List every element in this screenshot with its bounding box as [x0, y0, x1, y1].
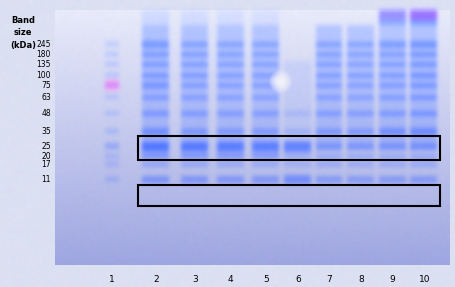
Text: 11: 11 — [41, 175, 51, 184]
Text: 1: 1 — [109, 274, 115, 284]
Text: 8: 8 — [358, 274, 364, 284]
Text: 35: 35 — [41, 127, 51, 136]
Text: 4: 4 — [228, 274, 233, 284]
Text: Band: Band — [11, 16, 35, 25]
Bar — [138, 136, 440, 160]
Text: 63: 63 — [41, 94, 51, 102]
Text: 5: 5 — [263, 274, 269, 284]
Text: 17: 17 — [41, 160, 51, 169]
Text: 100: 100 — [36, 71, 51, 79]
Text: size: size — [14, 28, 32, 37]
Text: 180: 180 — [36, 50, 51, 59]
Text: 6: 6 — [295, 274, 301, 284]
Text: 10: 10 — [419, 274, 430, 284]
Bar — [138, 185, 440, 206]
Text: 9: 9 — [390, 274, 395, 284]
Text: 48: 48 — [41, 109, 51, 118]
Text: 20: 20 — [41, 152, 51, 161]
Text: 25: 25 — [41, 142, 51, 151]
Text: 135: 135 — [36, 60, 51, 69]
Text: 75: 75 — [41, 81, 51, 90]
Text: 245: 245 — [36, 40, 51, 49]
Text: 7: 7 — [327, 274, 333, 284]
Text: (kDa): (kDa) — [10, 41, 36, 50]
Text: 2: 2 — [153, 274, 158, 284]
Text: 3: 3 — [192, 274, 198, 284]
